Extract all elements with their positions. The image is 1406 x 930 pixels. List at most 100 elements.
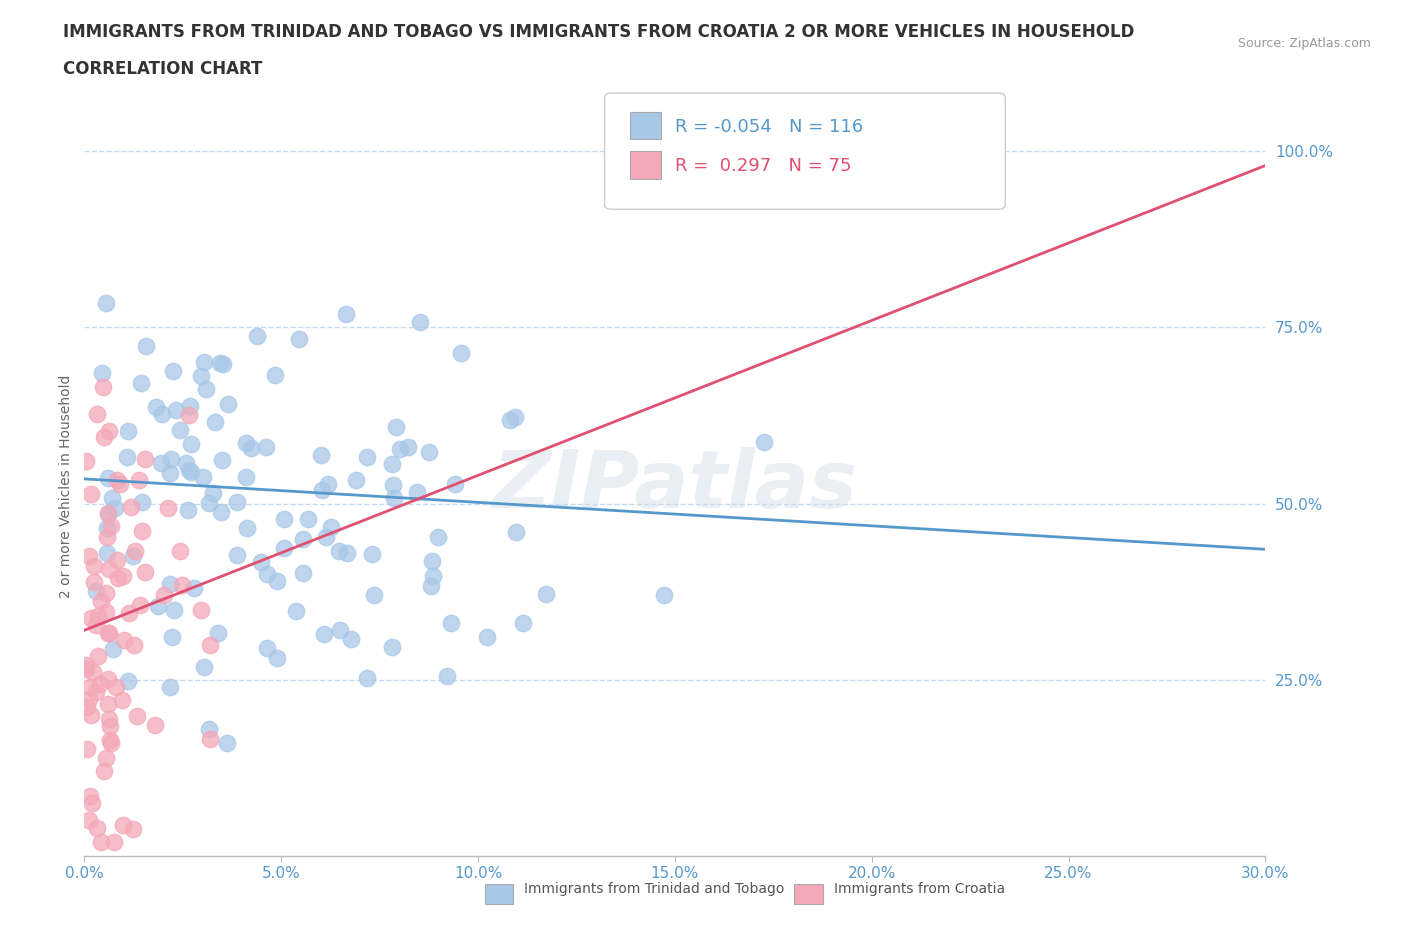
Point xyxy=(169,544,191,559)
Point xyxy=(93,430,115,445)
Point xyxy=(381,640,404,655)
Point xyxy=(79,680,101,695)
Point xyxy=(183,580,205,595)
Point xyxy=(319,520,342,535)
Point xyxy=(436,669,458,684)
Point xyxy=(134,452,156,467)
Point xyxy=(150,406,173,421)
Point xyxy=(156,501,179,516)
Point xyxy=(131,524,153,538)
Point xyxy=(254,440,277,455)
Point xyxy=(90,834,112,849)
Point xyxy=(159,577,181,591)
Point xyxy=(190,603,212,618)
Point xyxy=(315,530,337,545)
Point xyxy=(536,587,558,602)
Text: Source: ZipAtlas.com: Source: ZipAtlas.com xyxy=(1237,37,1371,50)
Point xyxy=(120,499,142,514)
Point xyxy=(100,490,122,505)
Point xyxy=(273,540,295,555)
Point xyxy=(385,419,408,434)
Point xyxy=(288,332,311,347)
Point xyxy=(118,605,141,620)
Point xyxy=(117,673,139,688)
Point xyxy=(98,423,121,438)
Point xyxy=(103,500,125,515)
Point xyxy=(122,549,145,564)
Point xyxy=(143,718,166,733)
Point xyxy=(172,578,194,592)
Point xyxy=(256,566,278,581)
Point xyxy=(79,789,101,804)
Point xyxy=(96,520,118,535)
Point xyxy=(240,441,263,456)
Point xyxy=(128,597,150,612)
Point xyxy=(100,519,122,534)
Point xyxy=(111,568,134,583)
Point xyxy=(180,436,202,451)
Point xyxy=(75,662,97,677)
Point xyxy=(145,400,167,415)
Point xyxy=(388,442,411,457)
Point xyxy=(75,453,97,468)
Point xyxy=(97,672,120,687)
Point xyxy=(93,764,115,778)
Point xyxy=(273,512,295,526)
Point xyxy=(91,379,114,394)
Point xyxy=(112,633,135,648)
Point xyxy=(505,525,527,539)
Point xyxy=(225,495,247,510)
Text: ZIPatlas: ZIPatlas xyxy=(492,447,858,525)
Point xyxy=(122,637,145,652)
Point xyxy=(97,697,120,711)
Point xyxy=(87,648,110,663)
Point xyxy=(98,626,121,641)
Point xyxy=(76,699,98,714)
Point xyxy=(209,355,232,370)
Point xyxy=(396,439,419,454)
Point xyxy=(159,465,181,480)
Point xyxy=(97,626,120,641)
Text: IMMIGRANTS FROM TRINIDAD AND TOBAGO VS IMMIGRANTS FROM CROATIA 2 OR MORE VEHICLE: IMMIGRANTS FROM TRINIDAD AND TOBAGO VS I… xyxy=(63,23,1135,41)
Point xyxy=(111,817,134,832)
Point xyxy=(440,616,463,631)
Point xyxy=(475,630,498,644)
Point xyxy=(103,834,125,849)
Point xyxy=(309,447,332,462)
Point xyxy=(339,631,361,646)
Point xyxy=(422,568,444,583)
Point xyxy=(207,626,229,641)
Point xyxy=(83,559,105,574)
Point xyxy=(83,575,105,590)
Point xyxy=(146,599,169,614)
Point xyxy=(104,680,127,695)
Point xyxy=(84,583,107,598)
Point xyxy=(96,586,118,601)
Point xyxy=(125,709,148,724)
Point xyxy=(180,465,202,480)
Point xyxy=(179,463,201,478)
Point xyxy=(314,627,336,642)
Point xyxy=(264,367,287,382)
Text: Immigrants from Croatia: Immigrants from Croatia xyxy=(834,882,1005,896)
Point xyxy=(100,736,122,751)
Point xyxy=(361,547,384,562)
Point xyxy=(91,365,114,380)
Point xyxy=(198,496,221,511)
Point xyxy=(98,719,121,734)
Point xyxy=(212,357,235,372)
Point xyxy=(86,618,108,632)
Point xyxy=(344,472,367,487)
Point xyxy=(335,546,357,561)
Point xyxy=(86,406,108,421)
Point xyxy=(419,578,441,593)
Point xyxy=(217,396,239,411)
Point xyxy=(198,637,221,652)
Point xyxy=(235,436,257,451)
Point xyxy=(97,506,120,521)
Point xyxy=(498,413,520,428)
Point xyxy=(195,381,218,396)
Point xyxy=(512,615,534,630)
Point xyxy=(90,593,112,608)
Point xyxy=(198,732,221,747)
